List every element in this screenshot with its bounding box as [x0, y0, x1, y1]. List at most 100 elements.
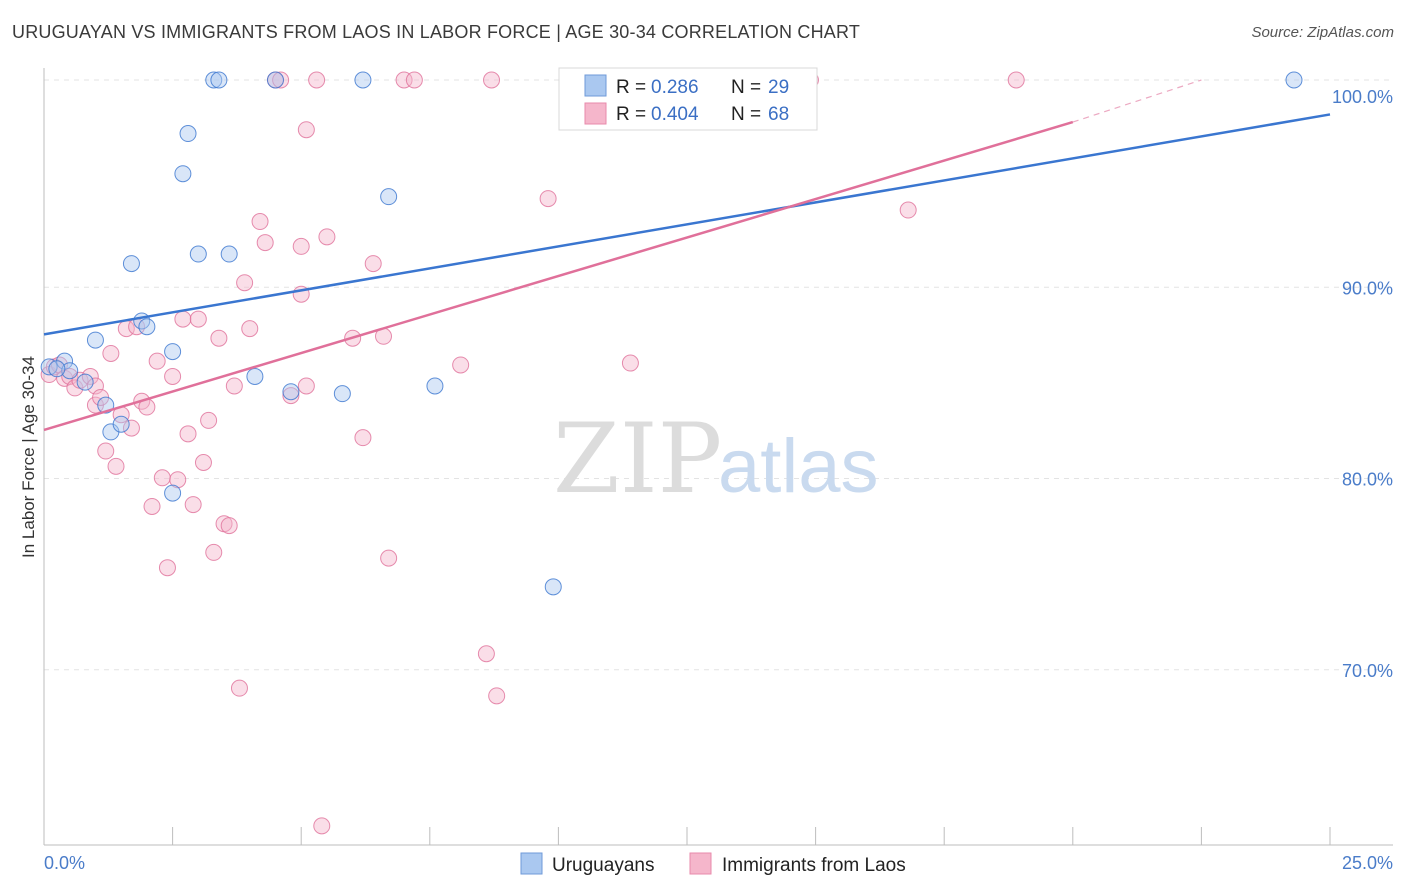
laos-point — [272, 71, 290, 89]
uruguayan-point — [266, 71, 284, 89]
uruguayan-point — [164, 343, 182, 361]
trend-line-uruguayan — [43, 113, 1331, 336]
legend-n-value-uruguayan: 29 — [768, 77, 789, 98]
laos-point — [405, 71, 423, 89]
y-tick-label-100: 100.0% — [1332, 87, 1393, 107]
legend-r-label-laos: R = — [616, 104, 646, 125]
uruguayan-point — [122, 255, 140, 273]
uruguayan-point — [179, 125, 197, 143]
laos-point — [189, 310, 207, 328]
trend-lines — [43, 79, 1331, 432]
legend-r-value-uruguayan: 0.286 — [651, 77, 699, 98]
bottom-legend-uruguayans: Uruguayans — [552, 855, 654, 876]
uruguayan-point — [112, 415, 130, 433]
laos-point — [220, 517, 238, 535]
laos-point — [477, 645, 495, 663]
x-tick-label-max: 25.0% — [1342, 853, 1393, 873]
laos-point — [621, 354, 639, 372]
legend-swatch-uruguayan — [584, 74, 607, 97]
uruguayan-point — [138, 318, 156, 336]
laos-point — [256, 234, 274, 252]
laos-point — [164, 367, 182, 385]
laos-point — [158, 559, 176, 577]
legend-n-value-laos: 68 — [768, 104, 789, 125]
uruguayan-point — [205, 71, 223, 89]
uruguayan-point — [246, 367, 264, 385]
bottom-legend-swatch-uruguayan — [520, 852, 543, 875]
uruguayan-point — [61, 362, 79, 380]
laos-point — [1007, 71, 1025, 89]
laos-point — [230, 679, 248, 697]
laos-point — [292, 237, 310, 255]
laos-point — [107, 457, 125, 475]
source-label: Source: ZipAtlas.com — [1251, 24, 1394, 41]
series-uruguayan-points — [40, 71, 1303, 596]
chart-title: URUGUAYAN VS IMMIGRANTS FROM LAOS IN LAB… — [12, 22, 861, 42]
laos-point — [174, 310, 192, 328]
laos-point — [483, 71, 501, 89]
watermark-zip: ZIP — [553, 403, 722, 515]
laos-point — [194, 454, 212, 471]
laos-point — [488, 687, 506, 705]
laos-point — [122, 419, 140, 437]
uruguayan-point — [164, 484, 182, 502]
laos-point — [225, 377, 243, 395]
laos-point — [318, 228, 336, 246]
trend-line-laos — [43, 120, 1074, 432]
laos-point — [539, 190, 557, 208]
uruguayan-point — [48, 360, 66, 378]
laos-point — [395, 71, 413, 89]
laos-point — [297, 377, 315, 395]
laos-point — [169, 471, 187, 489]
legend-r-label-uruguayan: R = — [616, 77, 646, 98]
y-tick-label-80: 80.0% — [1342, 470, 1393, 490]
laos-point — [452, 356, 470, 374]
laos-point — [205, 543, 223, 561]
laos-point — [308, 71, 326, 89]
laos-point — [313, 817, 331, 835]
uruguayan-point — [544, 578, 562, 596]
gridlines — [44, 79, 1393, 671]
uruguayan-point — [354, 71, 372, 89]
uruguayan-point — [380, 188, 398, 206]
bottom-legend: Uruguayans Immigrants from Laos — [520, 852, 906, 876]
uruguayan-point — [426, 377, 444, 395]
legend-swatch-laos — [584, 102, 607, 125]
uruguayan-point — [333, 385, 351, 403]
laos-point — [364, 255, 382, 273]
watermark: ZIP atlas — [553, 403, 879, 515]
uruguayan-point — [210, 71, 228, 89]
laos-point — [380, 549, 398, 567]
watermark-atlas: atlas — [718, 424, 879, 509]
uruguayan-point — [86, 331, 104, 349]
laos-point — [282, 387, 300, 405]
laos-point — [153, 469, 171, 487]
uruguayan-point — [76, 373, 94, 391]
trend-line-laos-extension — [1072, 79, 1202, 123]
legend-box: R = 0.286 N = 29 R = 0.404 N = 68 — [558, 67, 818, 131]
laos-point — [143, 497, 161, 515]
y-axis-label: In Labor Force | Age 30-34 — [19, 356, 38, 558]
y-tick-labels: 70.0% 80.0% 90.0% 100.0% — [1332, 87, 1393, 681]
uruguayan-point — [189, 245, 207, 263]
laos-point — [241, 320, 259, 338]
legend-r-value-laos: 0.404 — [651, 104, 699, 125]
laos-point — [102, 344, 120, 362]
laos-point — [899, 201, 917, 219]
y-tick-label-90: 90.0% — [1342, 278, 1393, 298]
laos-point — [184, 496, 202, 514]
laos-point — [148, 352, 166, 370]
bottom-legend-laos: Immigrants from Laos — [722, 855, 906, 876]
y-tick-label-70: 70.0% — [1342, 661, 1393, 681]
uruguayan-point — [174, 165, 192, 183]
laos-point — [200, 411, 218, 429]
uruguayan-point — [220, 245, 238, 263]
legend-n-label-laos: N = — [731, 104, 761, 125]
laos-point — [210, 329, 228, 347]
uruguayan-point — [1285, 71, 1303, 89]
uruguayan-point — [282, 383, 300, 401]
bottom-legend-swatch-laos — [689, 852, 712, 875]
laos-point — [236, 274, 254, 292]
laos-point — [251, 213, 269, 231]
